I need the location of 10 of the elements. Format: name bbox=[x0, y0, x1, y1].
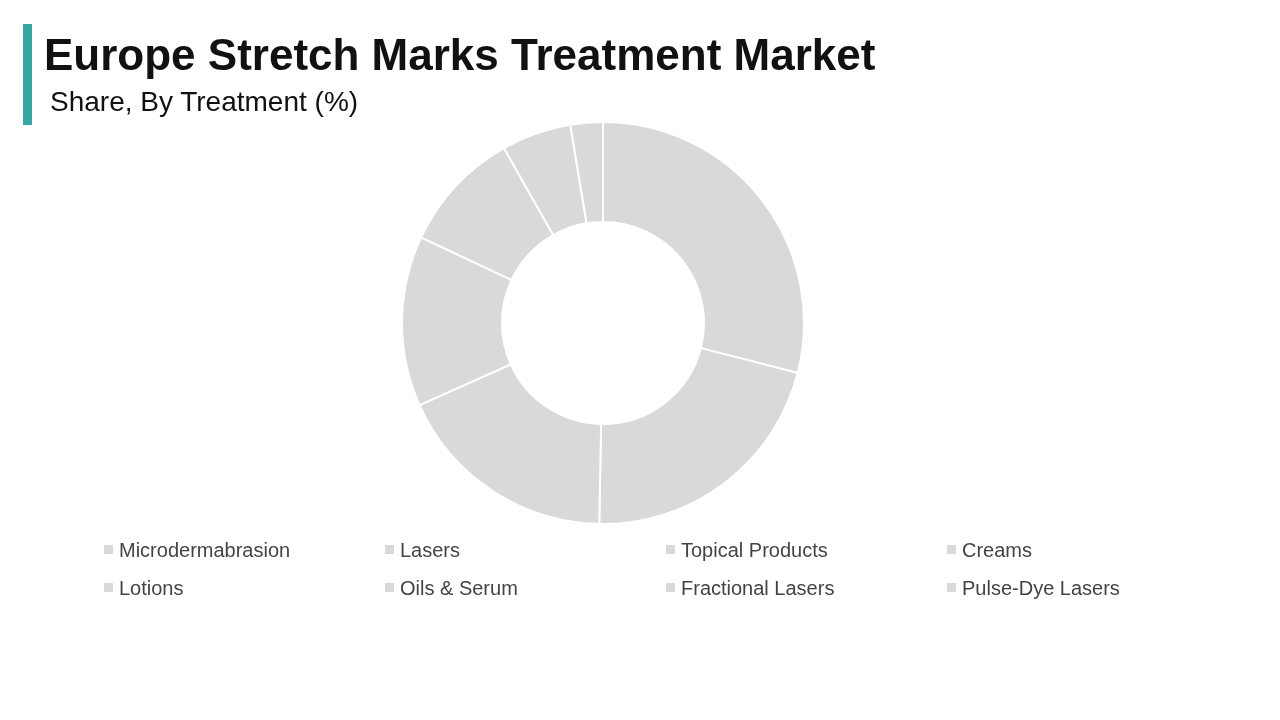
legend-label: Fractional Lasers bbox=[681, 577, 835, 599]
legend-label: Pulse-Dye Lasers bbox=[962, 577, 1120, 599]
legend-label: Topical Products bbox=[681, 539, 828, 561]
legend-label: Lasers bbox=[400, 539, 461, 561]
chart-subtitle: Share, By Treatment (%) bbox=[50, 86, 359, 117]
legend-label: Oils & Serum bbox=[400, 577, 518, 599]
legend-label: Lotions bbox=[119, 577, 184, 599]
chart-title: Europe Stretch Marks Treatment Market bbox=[44, 30, 876, 79]
legend-label: Creams bbox=[962, 539, 1033, 561]
legend-label: Microdermabrasion bbox=[119, 539, 291, 561]
